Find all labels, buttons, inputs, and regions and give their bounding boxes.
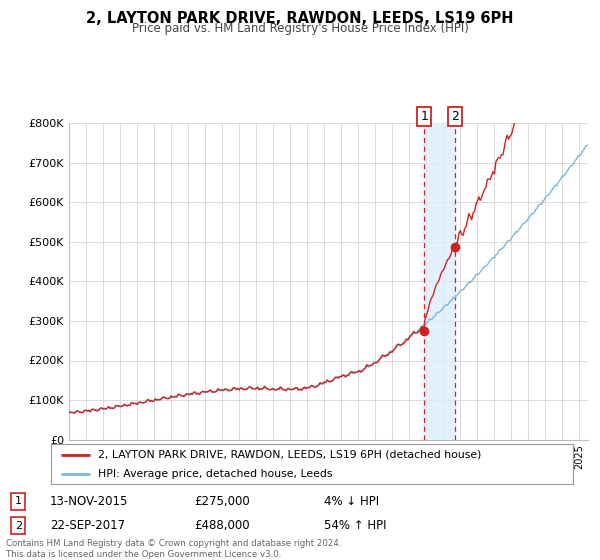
Text: 2, LAYTON PARK DRIVE, RAWDON, LEEDS, LS19 6PH: 2, LAYTON PARK DRIVE, RAWDON, LEEDS, LS1… — [86, 11, 514, 26]
Text: 22-SEP-2017: 22-SEP-2017 — [50, 519, 125, 532]
Bar — [424, 123, 455, 440]
Text: 13-NOV-2015: 13-NOV-2015 — [50, 494, 128, 508]
Text: Contains HM Land Registry data © Crown copyright and database right 2024.
This d: Contains HM Land Registry data © Crown c… — [6, 539, 341, 559]
Text: 4% ↓ HPI: 4% ↓ HPI — [323, 494, 379, 508]
Text: 2: 2 — [451, 110, 460, 123]
Text: HPI: Average price, detached house, Leeds: HPI: Average price, detached house, Leed… — [98, 469, 332, 478]
Text: 1: 1 — [420, 110, 428, 123]
Text: 2, LAYTON PARK DRIVE, RAWDON, LEEDS, LS19 6PH (detached house): 2, LAYTON PARK DRIVE, RAWDON, LEEDS, LS1… — [98, 450, 481, 460]
Text: £275,000: £275,000 — [194, 494, 250, 508]
Text: £488,000: £488,000 — [194, 519, 250, 532]
Text: 1: 1 — [15, 496, 22, 506]
Text: 54% ↑ HPI: 54% ↑ HPI — [323, 519, 386, 532]
Text: Price paid vs. HM Land Registry's House Price Index (HPI): Price paid vs. HM Land Registry's House … — [131, 22, 469, 35]
Text: 2: 2 — [15, 521, 22, 531]
